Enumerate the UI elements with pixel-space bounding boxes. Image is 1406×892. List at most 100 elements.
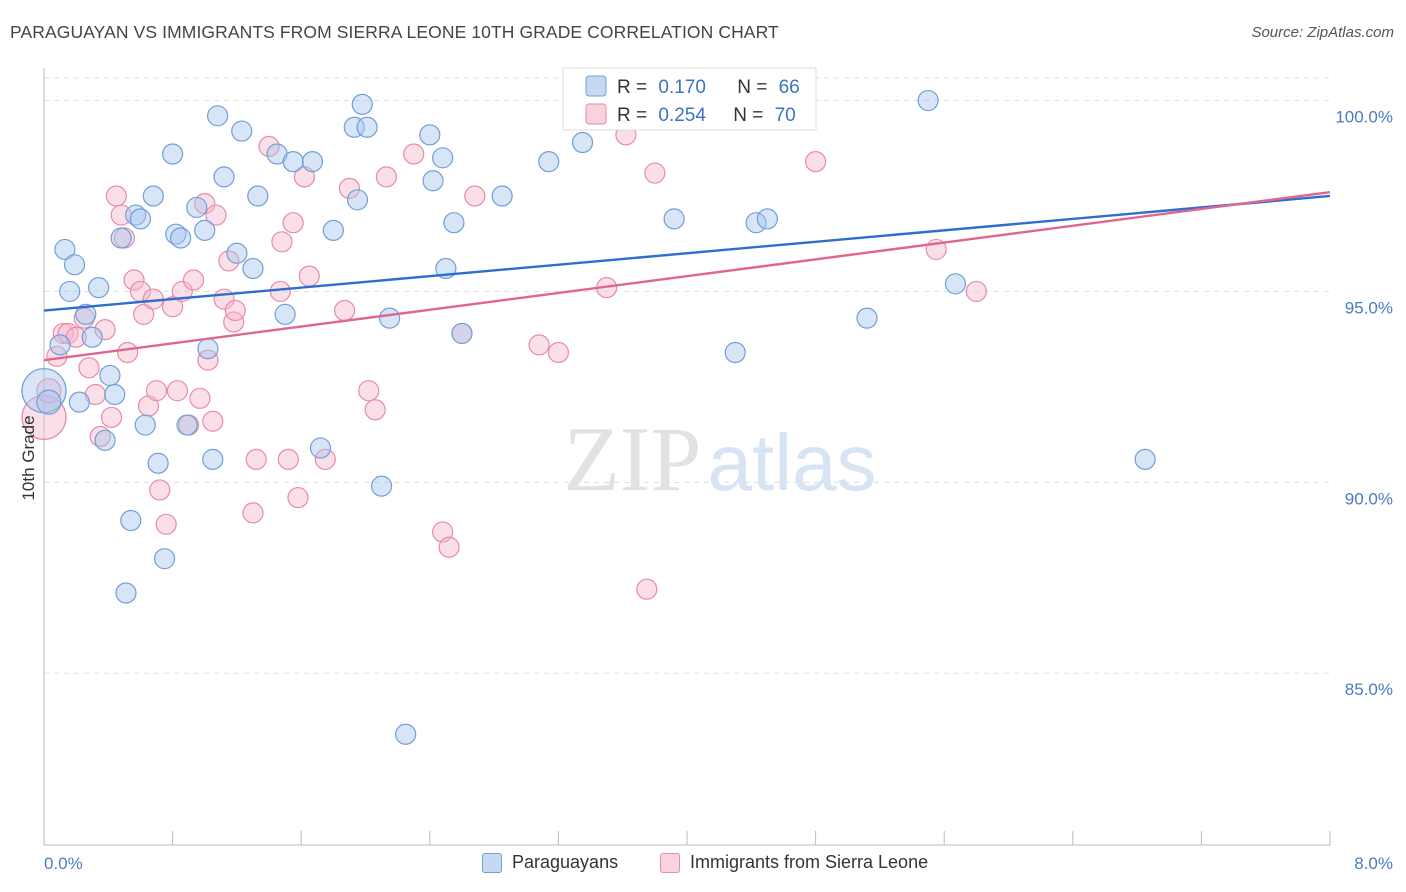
point-sierra-leone-54 — [403, 143, 425, 165]
legend-r-label-1: R = — [617, 77, 647, 98]
trend-line-paraguayans — [43, 194, 1331, 312]
point-paraguayans-43 — [351, 93, 373, 115]
point-paraguayans-5 — [63, 254, 86, 276]
x-tick-label-min: 0.0% — [44, 854, 83, 873]
point-sierra-leone-36 — [223, 311, 245, 333]
point-paraguayans-18 — [134, 414, 156, 436]
point-sierra-leone-18 — [133, 303, 155, 325]
point-sierra-leone-32 — [202, 410, 224, 432]
point-sierra-leone-23 — [155, 513, 177, 535]
point-paraguayans-14 — [115, 582, 137, 604]
legend-swatch-blue — [585, 75, 607, 97]
point-paraguayans-12 — [104, 383, 126, 406]
point-sierra-leone-40 — [258, 135, 280, 157]
svg-text:R = 0.254 N =: R = 0.254 N = 70 — [617, 105, 796, 126]
point-paraguayans-55 — [538, 151, 560, 173]
y-tick-label-90: 90.0% — [1345, 489, 1393, 508]
point-paraguayans-33 — [231, 120, 253, 142]
point-paraguayans-31 — [213, 166, 235, 188]
y-axis-label: 10th Grade — [19, 415, 38, 500]
point-sierra-leone-42 — [271, 231, 293, 253]
point-paraguayans-3 — [54, 238, 76, 261]
point-paraguayans-26 — [186, 196, 208, 219]
point-sierra-leone-37 — [224, 299, 246, 322]
legend-box: R = 0.170 N = 66 R = 0.254 N = 70 — [562, 67, 817, 131]
legend-n-value-1: 66 — [779, 77, 800, 98]
point-paraguayans-13 — [110, 227, 132, 249]
point-sierra-leone-21 — [145, 380, 168, 402]
point-sierra-leone-44 — [282, 212, 304, 234]
point-paraguayans-47 — [395, 723, 417, 745]
point-paraguayans-29 — [202, 448, 224, 471]
point-paraguayans-1 — [36, 389, 62, 415]
point-paraguayans-15 — [120, 509, 142, 532]
point-sierra-leone-38 — [242, 502, 264, 524]
point-paraguayans-56 — [571, 131, 594, 154]
point-sierra-leone-7 — [78, 357, 100, 379]
point-paraguayans-36 — [274, 303, 296, 325]
point-sierra-leone-56 — [438, 536, 460, 558]
point-sierra-leone-51 — [358, 380, 380, 402]
point-sierra-leone-60 — [547, 341, 570, 364]
point-paraguayans-39 — [309, 437, 332, 459]
y-tick-label-95: 95.0% — [1345, 298, 1393, 317]
bottom-legend-label-paraguayans: Paraguayans — [512, 852, 619, 872]
axes — [43, 68, 1331, 846]
trend-line-sierra-leone — [43, 190, 1331, 362]
point-sierra-leone-52 — [364, 399, 386, 421]
point-paraguayans-21 — [153, 548, 176, 570]
point-paraguayans-20 — [147, 452, 169, 474]
point-sierra-leone-45 — [287, 486, 309, 509]
point-sierra-leone-22 — [149, 479, 171, 501]
point-sierra-leone-29 — [189, 387, 211, 409]
trend-lines — [43, 190, 1331, 362]
point-paraguayans-59 — [745, 212, 767, 234]
bottom-legend-label-sierra-leone: Immigrants from Sierra Leone — [690, 852, 929, 872]
point-paraguayans-28 — [197, 338, 219, 360]
point-paraguayans-57 — [663, 208, 685, 230]
point-sierra-leone-64 — [644, 162, 666, 184]
point-paraguayans-25 — [176, 414, 198, 436]
point-sierra-leone-31 — [197, 349, 219, 371]
watermark-atlas: atlas — [708, 418, 877, 507]
point-paraguayans-48 — [419, 124, 441, 146]
point-sierra-leone-47 — [298, 265, 320, 287]
point-paraguayans-44 — [356, 116, 378, 138]
point-paraguayans-38 — [301, 151, 324, 173]
point-sierra-leone-35 — [218, 250, 240, 272]
y-tick-label-100: 100.0% — [1335, 108, 1393, 127]
point-sierra-leone-28 — [182, 269, 205, 291]
point-sierra-leone-68 — [965, 280, 987, 303]
watermark-zip: ZIP — [564, 408, 702, 510]
x-tick-labels: 0.0% 8.0% — [44, 854, 1393, 873]
bottom-legend-item-paraguayans[interactable]: Paraguayans — [482, 852, 618, 873]
legend-r-value-2: 0.254 — [658, 105, 706, 126]
point-sierra-leone-63 — [636, 578, 658, 600]
point-sierra-leone-50 — [338, 177, 361, 199]
bottom-legend-item-sierra-leone[interactable]: Immigrants from Sierra Leone — [660, 852, 928, 873]
point-paraguayans-54 — [491, 185, 513, 207]
point-paraguayans-2 — [49, 334, 71, 356]
point-paraguayans-37 — [282, 151, 304, 173]
point-paraguayans-46 — [379, 307, 401, 329]
point-paraguayans-27 — [194, 219, 216, 241]
y-tick-labels: 85.0% 90.0% 95.0% 100.0% — [1335, 108, 1393, 700]
svg-text:R = 0.170 N =: R = 0.170 N = 66 — [617, 77, 800, 98]
point-paraguayans-10 — [94, 429, 116, 451]
point-sierra-leone-66 — [804, 151, 827, 173]
point-sierra-leone-39 — [245, 448, 267, 471]
point-paraguayans-50 — [432, 147, 454, 169]
point-sierra-leone-10 — [94, 319, 116, 341]
legend-n-label-2: N = — [733, 105, 763, 126]
point-sierra-leone-53 — [375, 166, 397, 188]
point-sierra-leone-43 — [277, 448, 299, 471]
point-paraguayans-34 — [247, 185, 269, 207]
data-points — [21, 89, 1156, 745]
legend-n-value-2: 70 — [775, 105, 796, 126]
point-sierra-leone-33 — [205, 204, 227, 226]
point-sierra-leone-49 — [334, 299, 356, 322]
point-paraguayans-30 — [207, 105, 229, 127]
point-paraguayans-7 — [75, 303, 97, 325]
point-sierra-leone-59 — [528, 334, 550, 356]
point-paraguayans-60 — [756, 208, 778, 230]
